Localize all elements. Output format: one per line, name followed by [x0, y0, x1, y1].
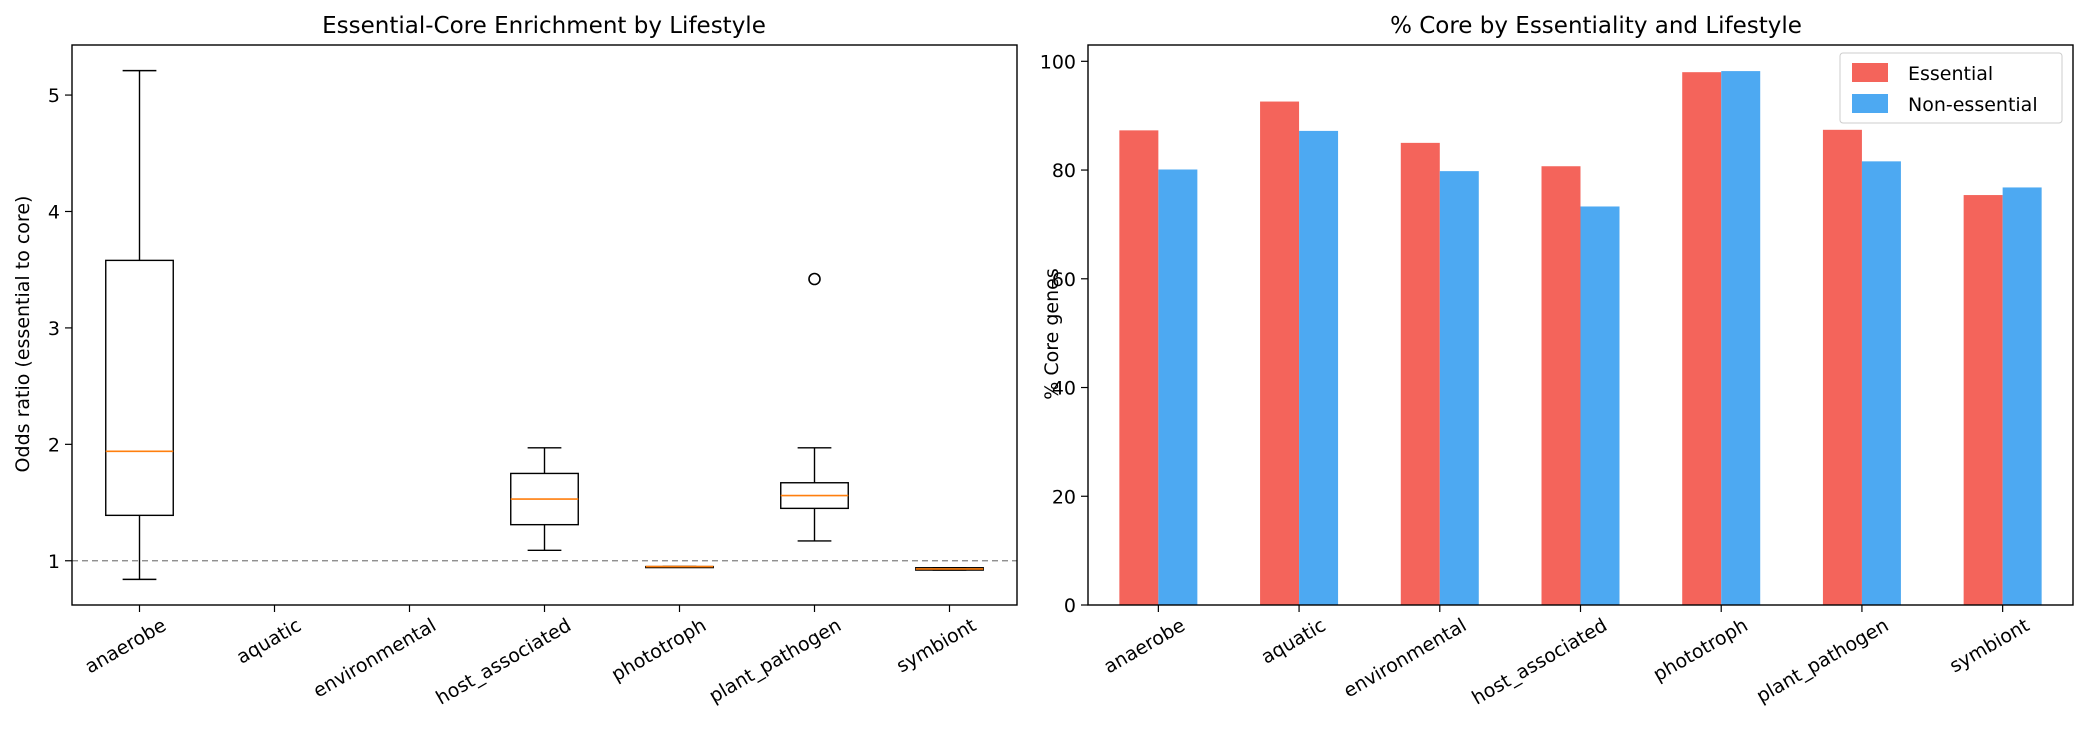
box-anaerobe — [105, 69, 174, 581]
box-iqr — [105, 259, 174, 517]
y-tick-label: 80 — [1052, 160, 1076, 182]
box-host_associated — [510, 447, 579, 551]
bar-non-essential-plant_pathogen — [1861, 161, 1901, 605]
y-tick-label: 60 — [1052, 269, 1076, 291]
x-tick-label: plant_pathogen — [1753, 614, 1893, 707]
barchart-title: % Core by Essentiality and Lifestyle — [1390, 13, 1802, 39]
bar-non-essential-phototroph — [1721, 71, 1761, 605]
legend-frame — [1839, 52, 2063, 124]
x-tick-label: anaerobe — [81, 614, 170, 678]
legend: Essential Non-essential — [1839, 52, 2063, 124]
y-tick-label: 1 — [48, 551, 60, 573]
y-tick-label: 5 — [48, 85, 60, 107]
boxplot-plot-area — [71, 44, 1018, 606]
box-plant_pathogen — [780, 272, 849, 542]
barchart-plot-area — [1087, 44, 2074, 606]
bar-essential-anaerobe — [1119, 130, 1159, 605]
bars-group — [1119, 71, 2042, 606]
x-tick-label: plant_pathogen — [705, 614, 845, 707]
bar-non-essential-environmental — [1439, 171, 1479, 605]
y-tick-label: 0 — [1064, 595, 1076, 617]
y-tick-label: 4 — [48, 201, 60, 223]
y-tick-label: 3 — [48, 318, 60, 340]
x-tick-label: phototroph — [608, 614, 710, 686]
legend-label-essential: Essential — [1908, 63, 1993, 85]
barchart-panel: % Core by Essentiality and Lifestyle % C… — [1040, 13, 2074, 709]
barchart-x-ticks: anaerobe aquatic environmentalhost_associa… — [1100, 605, 2033, 709]
boxplot-x-ticks: anaerobe aquatic environmentalhost_associa… — [81, 605, 980, 709]
legend-swatch-non-essential — [1852, 94, 1888, 113]
x-tick-label: phototroph — [1649, 614, 1751, 686]
boxes-group — [105, 69, 984, 581]
y-tick-label: 100 — [1040, 51, 1076, 73]
bar-essential-plant_pathogen — [1822, 129, 1862, 605]
bar-non-essential-symbiont — [2002, 187, 2042, 606]
y-tick-label: 20 — [1052, 486, 1076, 508]
x-tick-label: environmental — [310, 614, 440, 702]
box-symbiont — [915, 567, 984, 571]
outlier-point — [808, 272, 821, 286]
bar-essential-environmental — [1400, 142, 1440, 605]
bar-essential-phototroph — [1682, 72, 1722, 606]
bar-essential-symbiont — [1963, 195, 2003, 605]
barchart-y-ticks: 0 20 40 60 80 100 — [1040, 51, 1088, 617]
legend-swatch-essential — [1852, 63, 1888, 82]
x-tick-label: anaerobe — [1100, 614, 1189, 678]
bar-essential-host_associated — [1541, 166, 1581, 605]
bar-non-essential-aquatic — [1299, 130, 1339, 606]
y-tick-label: 2 — [48, 434, 60, 456]
x-tick-label: aquatic — [1257, 614, 1329, 668]
x-tick-label: symbiont — [893, 614, 980, 677]
bar-non-essential-host_associated — [1580, 206, 1620, 606]
x-tick-label: symbiont — [1946, 614, 2033, 677]
boxplot-y-ticks: 1 2 3 4 5 — [48, 85, 72, 573]
x-tick-label: host_associated — [1468, 614, 1611, 709]
legend-label-non-essential: Non-essential — [1908, 94, 2038, 116]
x-tick-label: host_associated — [432, 614, 575, 709]
bar-non-essential-anaerobe — [1158, 169, 1198, 605]
boxplot-y-axis-label: Odds ratio (essential to core) — [12, 196, 34, 473]
x-tick-label: aquatic — [233, 614, 305, 668]
boxplot-title: Essential-Core Enrichment by Lifestyle — [322, 13, 766, 39]
y-tick-label: 40 — [1052, 378, 1076, 400]
box-phototroph — [645, 565, 714, 569]
barchart-y-axis-label: % Core genes — [1041, 268, 1063, 400]
x-tick-label: environmental — [1340, 614, 1470, 702]
bar-essential-aquatic — [1260, 101, 1300, 605]
boxplot-panel: Essential-Core Enrichment by Lifestyle O… — [12, 13, 1018, 709]
